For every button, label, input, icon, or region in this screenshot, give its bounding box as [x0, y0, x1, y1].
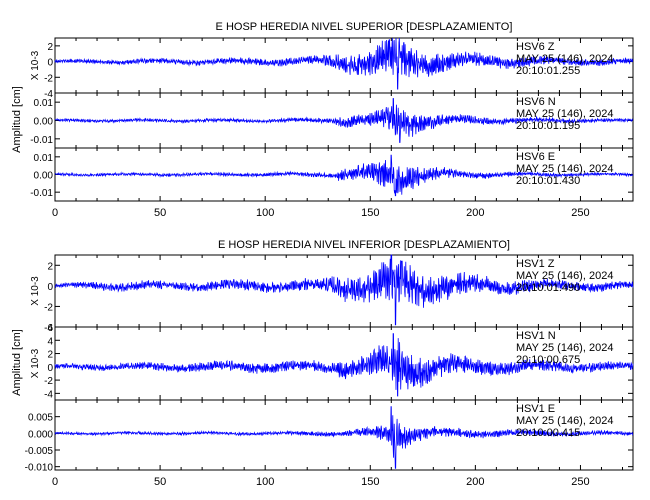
- y-tick-label: -2: [44, 73, 53, 84]
- x-tick-label: 250: [571, 207, 589, 219]
- station-label: MAY 25 (146), 2024: [516, 415, 613, 427]
- y-axis-label: Amplitud [cm]: [11, 329, 23, 396]
- chart-title: E HOSP HEREDIA NIVEL SUPERIOR [DESPLAZAM…: [216, 21, 513, 33]
- station-label: 20:10:01.255: [516, 65, 580, 77]
- station-label: HSV6 E: [516, 151, 555, 163]
- station-label: MAY 25 (146), 2024: [516, 342, 613, 354]
- x-tick-label: 100: [256, 476, 274, 488]
- y-tick-label: 0.01: [34, 153, 54, 164]
- unit-label: X 10-3: [30, 276, 41, 306]
- x-tick-label: 150: [361, 476, 379, 488]
- y-tick-label: -0.01: [30, 135, 53, 146]
- y-tick-label: -0.010: [25, 463, 54, 474]
- x-tick-label: 200: [466, 207, 484, 219]
- x-tick-label: 50: [154, 207, 166, 219]
- y-tick-label: 2: [47, 42, 53, 53]
- unit-label: X 10-3: [30, 348, 41, 378]
- station-label: MAY 25 (146), 2024: [516, 53, 613, 65]
- x-tick-label: 200: [466, 476, 484, 488]
- chart-title: E HOSP HEREDIA NIVEL INFERIOR [DESPLAZAM…: [218, 239, 510, 251]
- x-tick-label: 0: [52, 476, 58, 488]
- y-tick-label: -4: [44, 89, 53, 100]
- y-tick-label: 4: [47, 336, 53, 347]
- station-label: 20:10:01.430: [516, 175, 580, 187]
- x-tick-label: 100: [256, 207, 274, 219]
- x-tick-label: 150: [361, 207, 379, 219]
- y-tick-label: 0.005: [28, 413, 53, 424]
- y-tick-label: -0.01: [30, 188, 53, 199]
- y-tick-label: 0.000: [28, 429, 53, 440]
- y-tick-label: 0: [47, 58, 53, 69]
- waveform-trace: [54, 254, 634, 326]
- y-tick-label: 0.01: [34, 98, 54, 109]
- station-label: MAY 25 (146), 2024: [516, 108, 613, 120]
- station-label: 20:10:01.490: [516, 282, 580, 294]
- x-tick-label: 0: [52, 207, 58, 219]
- y-tick-label: 6: [47, 323, 53, 334]
- y-tick-label: 0.00: [34, 117, 54, 128]
- station-label: 20:10:00.415: [516, 427, 580, 439]
- y-tick-label: -2: [44, 302, 53, 313]
- station-label: MAY 25 (146), 2024: [516, 163, 613, 175]
- y-tick-label: -4: [44, 323, 53, 334]
- station-label: HSV1 Z: [516, 258, 555, 270]
- x-tick-label: 250: [571, 476, 589, 488]
- y-tick-label: 2: [47, 350, 53, 361]
- station-label: MAY 25 (146), 2024: [516, 270, 613, 282]
- y-tick-label: 0: [47, 282, 53, 293]
- waveform-trace: [54, 37, 634, 90]
- y-tick-label: -4: [44, 389, 53, 400]
- y-tick-label: -2: [44, 376, 53, 387]
- y-tick-label: 2: [47, 261, 53, 272]
- y-axis-label: Amplitud [cm]: [11, 86, 23, 153]
- y-tick-label: -0.005: [25, 446, 54, 457]
- station-label: HSV1 N: [516, 330, 556, 342]
- y-tick-label: 0: [47, 363, 53, 374]
- waveform-trace: [54, 154, 634, 197]
- waveform-trace: [54, 333, 634, 397]
- waveform-trace: [54, 406, 634, 469]
- unit-label: X 10-3: [30, 50, 41, 80]
- station-label: HSV6 Z: [516, 41, 555, 53]
- station-label: HSV1 E: [516, 403, 555, 415]
- x-tick-label: 50: [154, 476, 166, 488]
- station-label: 20:10:00.675: [516, 354, 580, 366]
- station-label: 20:10:01.195: [516, 120, 580, 132]
- station-label: HSV6 N: [516, 96, 556, 108]
- waveform-trace: [54, 98, 633, 143]
- panel-frame: [54, 399, 634, 471]
- y-tick-label: 0.00: [34, 171, 54, 182]
